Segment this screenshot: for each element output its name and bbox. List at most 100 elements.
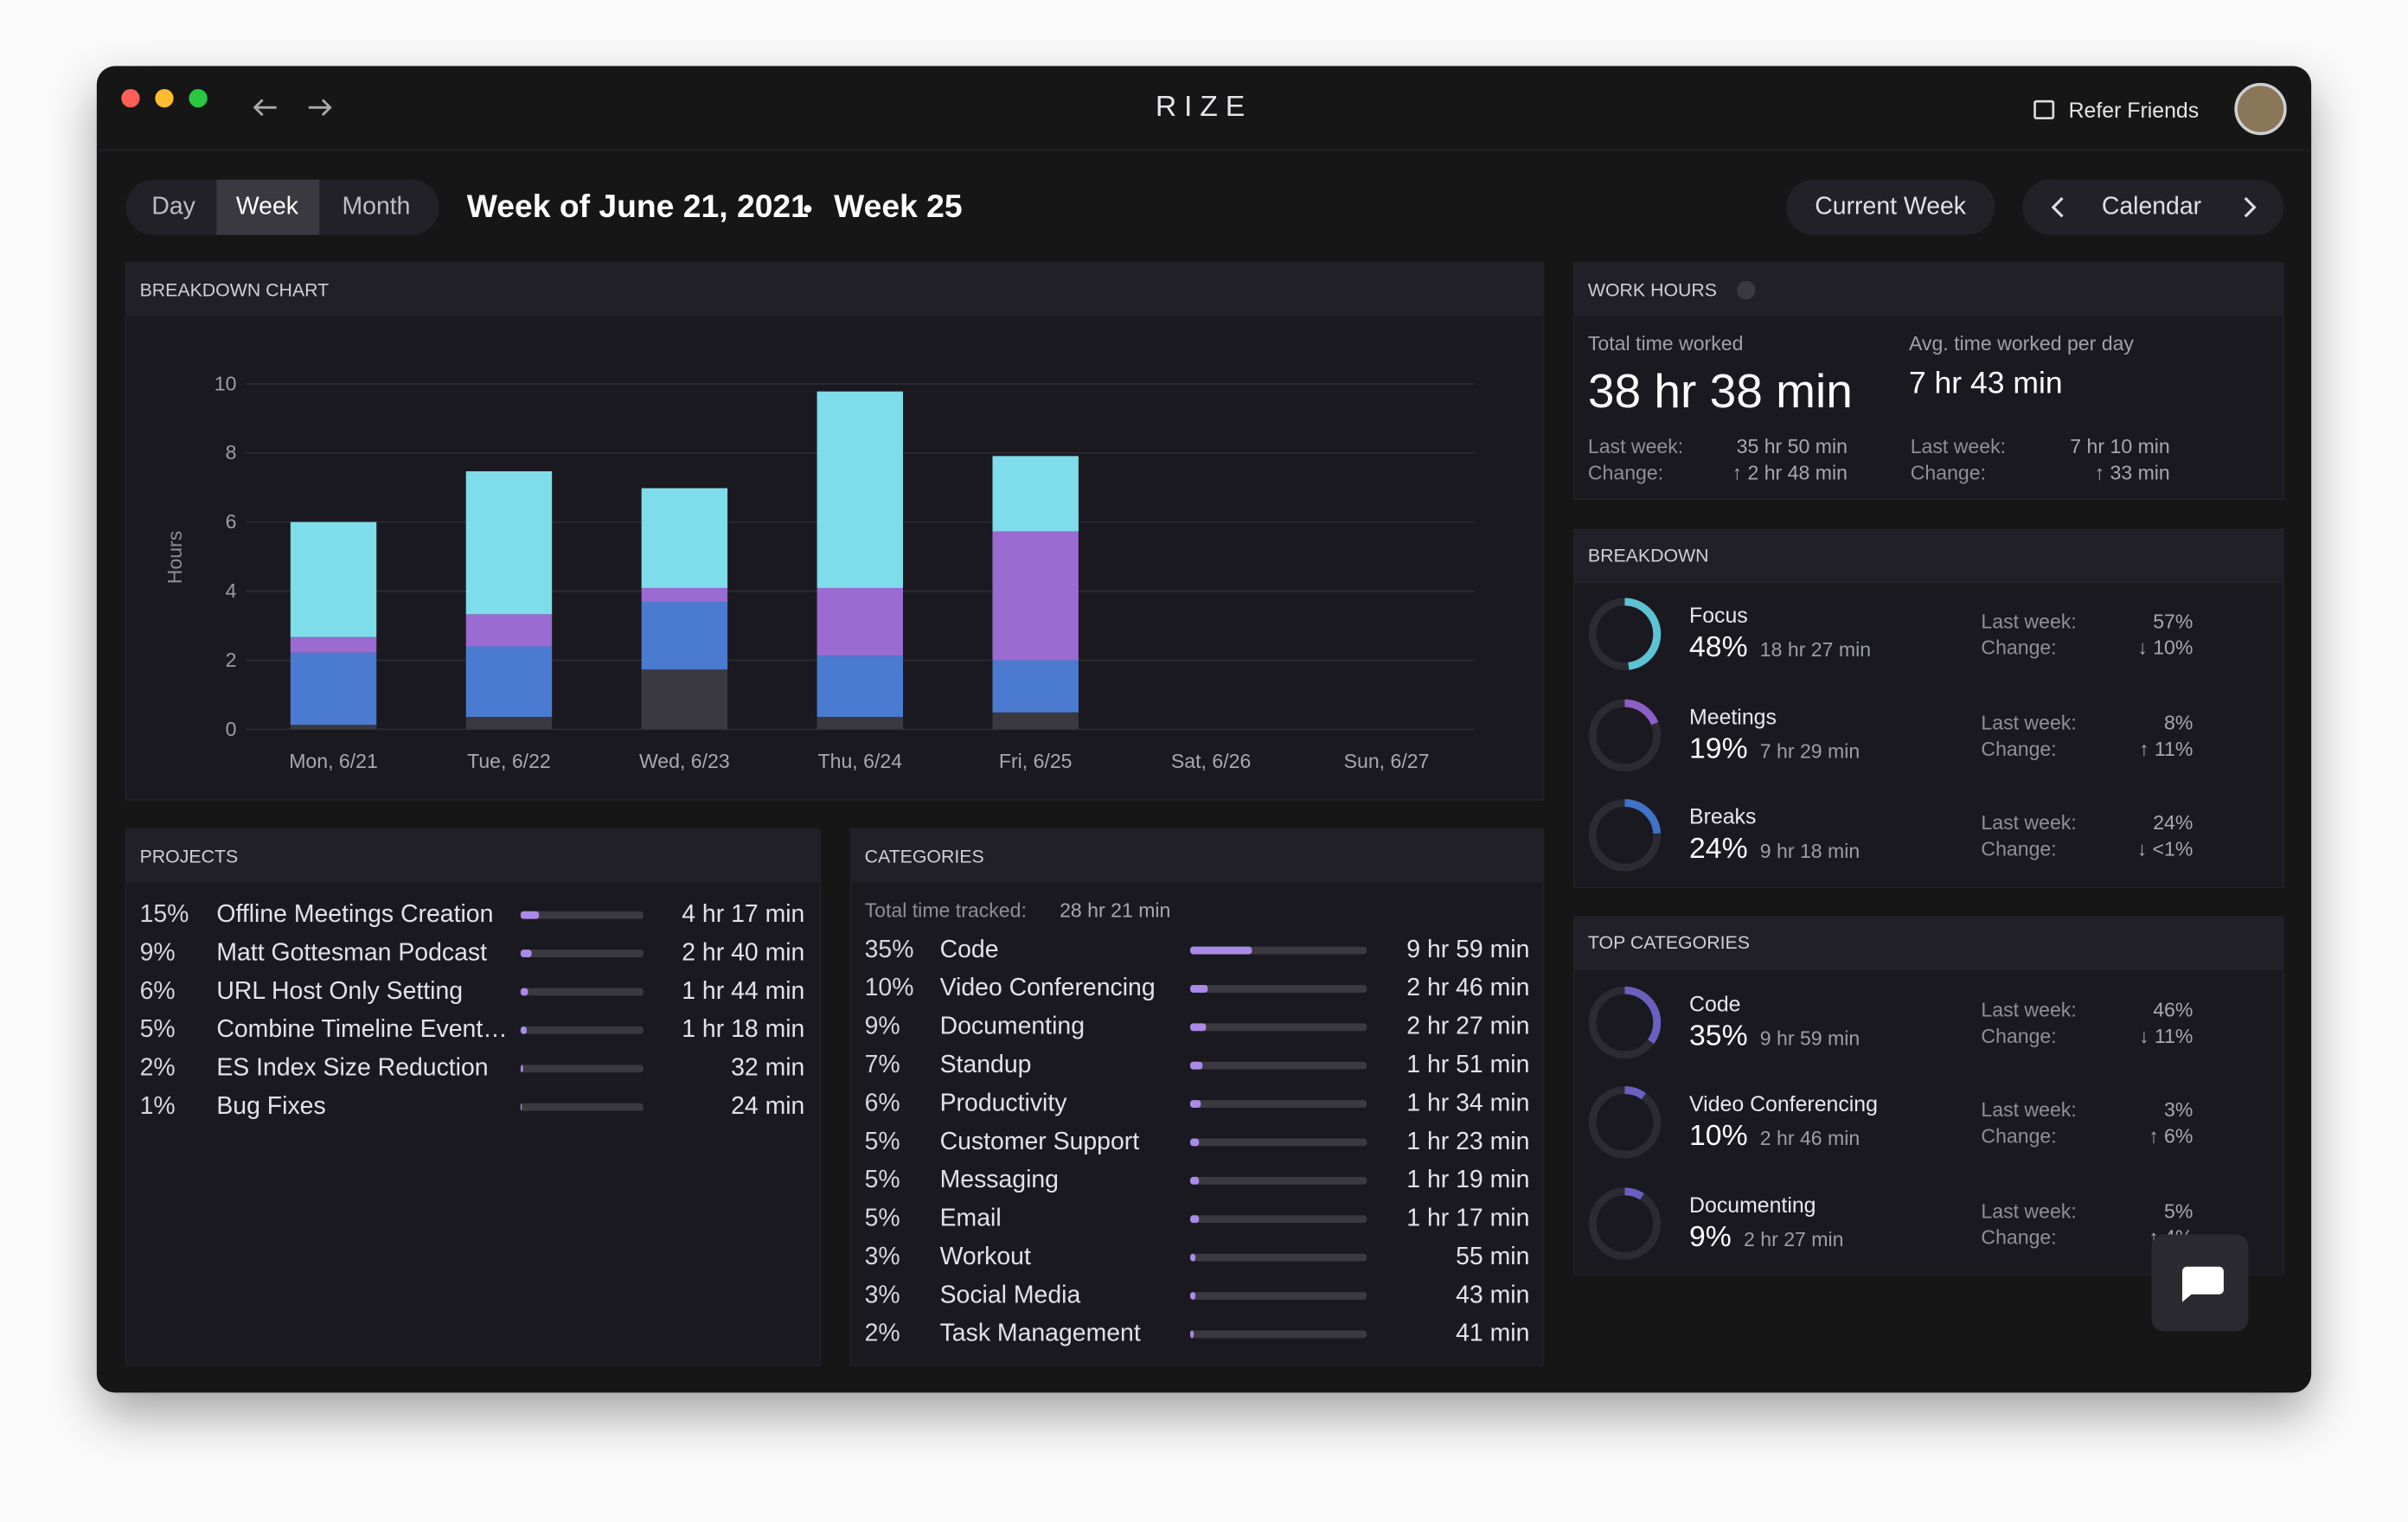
gift-icon <box>2033 99 2055 120</box>
row-name: Customer Support <box>939 1129 1140 1155</box>
range-tab[interactable]: Month <box>342 194 411 221</box>
share-time: 9 hr 59 min <box>1759 1026 1860 1050</box>
row-share: 9% 2 hr 27 min <box>1689 1222 1843 1257</box>
ring-arc <box>1588 598 1662 671</box>
compare-value: 35 hr 50 min <box>1736 434 1848 458</box>
bar-segment <box>817 655 903 717</box>
compare-value: 8% <box>2164 711 2193 735</box>
row-name: Video Conferencing <box>1689 1090 1878 1116</box>
categories-panel-header <box>850 828 1544 883</box>
calendar-button[interactable] <box>2022 179 2284 235</box>
current-week[interactable]: Current Week <box>1815 194 1967 221</box>
progress-track <box>520 988 644 996</box>
compare-label: Last week: <box>1910 434 2007 458</box>
row-share: 35% 9 hr 59 min <box>1689 1020 1860 1055</box>
row-time: 1 hr 17 min <box>1406 1205 1530 1232</box>
bar-segment <box>465 646 553 717</box>
prev-week[interactable] <box>2051 196 2064 218</box>
bar-segment <box>465 716 553 730</box>
bar-segment <box>817 716 903 730</box>
progress-fill <box>1190 1100 1201 1109</box>
back-arrow[interactable] <box>253 99 277 117</box>
row-time: 24 min <box>731 1093 805 1121</box>
row-name: Matt Gottesman Podcast <box>216 940 487 967</box>
help-icon[interactable] <box>1737 280 1756 300</box>
row-percent: 1% <box>139 1093 176 1121</box>
forward-arrow[interactable] <box>308 99 332 117</box>
bar-segment <box>290 521 377 637</box>
row-time: 43 min <box>1456 1282 1530 1309</box>
row-time: 2 hr 40 min <box>682 940 805 967</box>
ring-arc <box>1588 799 1662 872</box>
row-name: Code <box>1689 991 1741 1016</box>
range-tab[interactable]: Week <box>235 194 298 221</box>
compare-value: 57% <box>2153 610 2193 633</box>
compare-value: ↑ 33 min <box>2094 461 2170 484</box>
progress-track <box>1190 1292 1367 1300</box>
x-tick-label: Fri, 6/25 <box>998 749 1073 773</box>
chart-panel-header <box>125 262 1544 317</box>
panel-title: WORK HOURS <box>1587 278 1718 301</box>
row-percent: 7% <box>864 1052 900 1079</box>
progress-fill <box>520 1103 522 1111</box>
range-tab[interactable]: Day <box>151 194 195 221</box>
close-button[interactable] <box>121 88 140 108</box>
row-name: Social Media <box>939 1282 1081 1309</box>
y-tick-label: 0 <box>225 717 237 741</box>
progress-track <box>1190 1138 1367 1147</box>
compare-label: Change: <box>1587 461 1664 484</box>
top-categories-panel <box>1572 916 2285 1276</box>
share-time: 9 hr 18 min <box>1759 839 1860 863</box>
x-tick-label: Sat, 6/26 <box>1170 749 1252 773</box>
y-tick-label: 6 <box>225 509 237 534</box>
compare-label: Last week: <box>1981 1097 2077 1122</box>
progress-track <box>520 911 644 919</box>
breakdown-panel-header <box>1573 529 2284 584</box>
row-share: 10% 2 hr 46 min <box>1689 1120 1860 1154</box>
compare-value: ↓ <1% <box>2136 837 2193 860</box>
row-percent: 6% <box>139 978 176 1005</box>
y-tick-label: 2 <box>225 648 237 672</box>
share-percent: 35% <box>1689 1020 1748 1053</box>
progress-fill <box>1190 946 1252 955</box>
progress-track <box>1190 1215 1367 1224</box>
compare-value: ↓ 11% <box>2138 1024 2193 1048</box>
compare-label: Change: <box>1910 461 1986 484</box>
row-name: Messaging <box>939 1167 1059 1194</box>
compare-value: ↑ 11% <box>2138 737 2193 761</box>
panel-title: BREAKDOWN <box>1587 544 1709 566</box>
current-week-button[interactable] <box>1785 179 1995 235</box>
categories-panel <box>849 828 1545 1366</box>
bar-segment <box>992 531 1079 661</box>
zoom-button[interactable] <box>189 88 208 108</box>
ring-arc <box>1588 1187 1662 1260</box>
refer-friends[interactable]: Refer Friends <box>2068 97 2200 123</box>
row-name: Documenting <box>939 1014 1086 1040</box>
x-tick-label: Mon, 6/21 <box>289 749 378 773</box>
separator-dot <box>804 205 812 213</box>
progress-track <box>1190 1061 1367 1070</box>
stat-label: Avg. time worked per day <box>1908 331 2134 355</box>
progress-track <box>1190 984 1367 993</box>
share-percent: 9% <box>1689 1221 1732 1254</box>
progress-fill <box>1190 1292 1196 1300</box>
y-tick-label: 8 <box>225 440 237 464</box>
calendar[interactable]: Calendar <box>2101 194 2202 221</box>
minimize-button[interactable] <box>155 88 174 108</box>
row-percent: 15% <box>139 901 189 929</box>
share-percent: 48% <box>1689 631 1748 665</box>
share-time: 7 hr 29 min <box>1759 739 1860 763</box>
chat-icon <box>2181 1266 2224 1302</box>
share-time: 2 hr 27 min <box>1744 1227 1844 1251</box>
row-name: Code <box>939 937 999 963</box>
next-week[interactable] <box>2244 196 2257 218</box>
stat-value: 28 hr 21 min <box>1060 898 1171 922</box>
avatar[interactable] <box>2234 82 2287 136</box>
compare-value: ↑ 2 hr 48 min <box>1732 461 1848 484</box>
row-name: Standup <box>939 1052 1032 1079</box>
progress-track <box>1190 1253 1367 1262</box>
progress-track <box>520 950 644 958</box>
row-percent: 3% <box>864 1282 900 1309</box>
